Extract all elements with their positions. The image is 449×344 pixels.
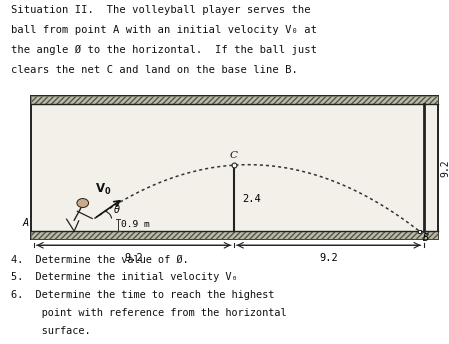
Text: 4.  Determine the value of Ø.: 4. Determine the value of Ø. [11,255,189,265]
Text: B: B [423,233,429,243]
Circle shape [77,198,88,207]
Text: 9.2: 9.2 [319,253,338,263]
Bar [31,96,438,239]
Text: the angle Ø to the horizontal.  If the ball just: the angle Ø to the horizontal. If the ba… [11,45,317,55]
Text: Situation II.  The volleyball player serves the: Situation II. The volleyball player serv… [11,5,311,15]
Text: surface.: surface. [11,326,91,336]
Text: 9.2: 9.2 [124,253,143,263]
Text: θ: θ [114,205,120,215]
Text: C: C [230,151,238,160]
Text: 6.  Determine the time to reach the highest: 6. Determine the time to reach the highe… [11,290,275,300]
Bar [31,96,438,104]
Text: 0.9 m: 0.9 m [121,221,150,229]
Text: 2.4: 2.4 [242,194,260,204]
Text: 5.  Determine the initial velocity V₀: 5. Determine the initial velocity V₀ [11,272,238,282]
Bar [418,230,421,233]
Bar [31,231,438,239]
Text: point with reference from the horizontal: point with reference from the horizontal [11,308,287,318]
Text: ball from point A with an initial velocity V₀ at: ball from point A with an initial veloci… [11,25,317,35]
Text: clears the net C and land on the base line B.: clears the net C and land on the base li… [11,65,298,75]
Text: A: A [23,218,29,228]
Text: 9.2: 9.2 [440,159,449,176]
Bar [31,96,438,104]
Text: $\bf{V_0}$: $\bf{V_0}$ [95,182,111,197]
Bar [31,231,438,239]
